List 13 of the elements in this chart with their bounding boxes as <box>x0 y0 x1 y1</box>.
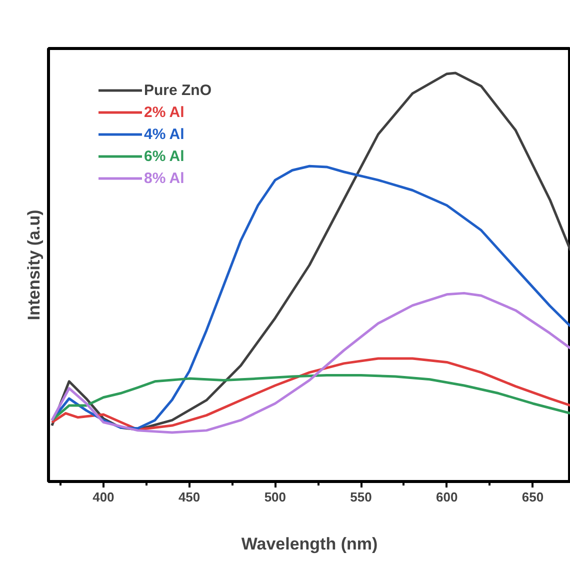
legend-label: 4% Al <box>144 125 184 143</box>
legend-label: 6% Al <box>144 147 184 165</box>
x-axis-title: Wavelength (nm) <box>241 534 378 554</box>
legend-label: Pure ZnO <box>144 81 212 99</box>
x-tick-label: 600 <box>436 490 458 504</box>
x-tick-label: 550 <box>350 490 372 504</box>
x-tick-label: 650 <box>522 490 544 504</box>
y-axis-title: Intensity (a.u) <box>24 210 44 320</box>
legend-label: 2% Al <box>144 103 184 121</box>
x-tick-label: 450 <box>178 490 200 504</box>
x-tick-label: 500 <box>264 490 286 504</box>
legend-label: 8% Al <box>144 169 184 187</box>
x-tick-label: 400 <box>92 490 114 504</box>
